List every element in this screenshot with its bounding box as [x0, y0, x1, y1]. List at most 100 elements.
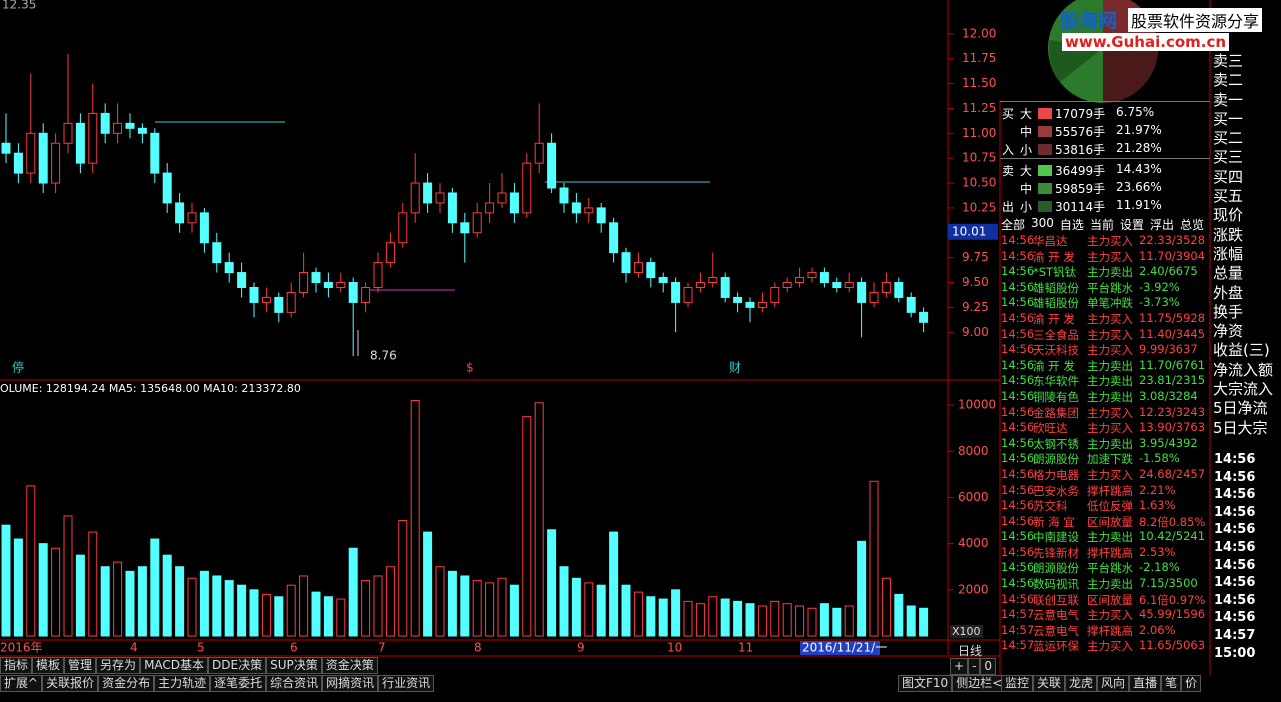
toolbar-button[interactable]: DDE决策 [208, 657, 267, 674]
alert-event: 平台跳水 [1087, 280, 1133, 295]
toolbar-button[interactable]: 指标 [0, 657, 33, 674]
list-tabs: 全部 300 自选 当前 设置 浮出 总览 [1001, 216, 1204, 233]
event-marker: 停 [12, 360, 24, 375]
volume-bar [559, 566, 569, 637]
toolbar-button[interactable]: 网摘资讯 [322, 675, 379, 692]
toolbar-button[interactable]: MACD基本 [140, 657, 209, 674]
alert-time: 14:57 [1001, 607, 1035, 622]
alert-row: 14:56 天沃科技 主力买入 9.99/3637 [1001, 342, 1209, 358]
toolbar-button[interactable]: 另存为 [96, 657, 141, 674]
toolbar-button[interactable]: 价 [1181, 675, 1202, 692]
alert-value: -3.92% [1139, 279, 1180, 294]
volume-bar [460, 575, 470, 637]
date-label: 8 [474, 641, 482, 655]
toolbar-button[interactable]: 资金决策 [321, 657, 378, 674]
quote-label: 买四 [1213, 167, 1244, 186]
alert-row: 14:56 联创互联 区间放量 6.1倍0.97% [1001, 592, 1209, 608]
alert-time: 14:56 [1001, 513, 1035, 528]
toolbar-button[interactable]: 逐笔委托 [210, 675, 267, 692]
alert-row: 14:56 朗源股份 平台跳水 -2.18% [1001, 560, 1209, 576]
toolbar-button[interactable]: 龙虎 [1065, 675, 1098, 692]
alert-row: 14:56 铜陵有色 主力卖出 3.08/3284 [1001, 389, 1209, 405]
date-highlight [800, 641, 880, 655]
time-tick: 14:56 [1214, 539, 1256, 555]
candle-body [175, 202, 185, 224]
list-tab[interactable]: 当前 [1089, 218, 1114, 232]
toolbar-button[interactable]: - [968, 658, 981, 675]
volume-bar [323, 596, 333, 637]
toolbar-button[interactable]: 主力轨迹 [154, 675, 211, 692]
y-tick-label: 11.00 [962, 126, 996, 140]
volume-bar [671, 589, 681, 637]
event-marker: $ [466, 361, 474, 375]
toolbar-button[interactable]: 图文F10 [898, 675, 953, 692]
list-tab[interactable]: 总览 [1179, 218, 1204, 232]
volume-bar [26, 485, 36, 637]
toolbar-button[interactable]: 监控 [1001, 675, 1034, 692]
candle-body [125, 122, 135, 129]
toolbar-button[interactable]: 笔 [1161, 675, 1182, 692]
volume-bar [509, 584, 519, 637]
toolbar-button[interactable]: 关联 [1033, 675, 1066, 692]
toolbar-button[interactable]: 风向 [1097, 675, 1130, 692]
toolbar-button[interactable]: 行业资讯 [378, 675, 435, 692]
toolbar-button[interactable]: 侧边栏< [952, 675, 1007, 692]
alert-row: 14:56 华昌达 主力买入 22.33/3528 [1001, 233, 1209, 249]
candle-body [323, 282, 333, 288]
toolbar-button[interactable]: 资金分布 [98, 675, 155, 692]
candle-body [385, 242, 395, 264]
toolbar-button[interactable]: 综合资讯 [266, 675, 323, 692]
alert-time: 14:56 [1001, 529, 1035, 544]
candle-body [224, 262, 234, 274]
alert-value: 10.42/5241 [1139, 529, 1206, 544]
flow-swatch [1038, 183, 1052, 194]
time-tick: 14:56 [1214, 575, 1256, 591]
list-tab[interactable]: 300 [1031, 216, 1054, 230]
time-tick: 15:00 [1214, 645, 1256, 661]
candle-body [274, 296, 284, 313]
top-label: 12.35 [2, 0, 36, 12]
list-tab[interactable]: 全部 [1001, 218, 1026, 232]
alert-row: 14:56 太钢不锈 主力卖出 3.95/4392 [1001, 436, 1209, 452]
volume-bar [832, 607, 842, 637]
alert-event: 主力买入 [1087, 249, 1133, 264]
alert-value: 8.2倍0.85% [1139, 514, 1206, 529]
list-tab[interactable]: 自选 [1059, 218, 1084, 232]
alert-name: 格力电器 [1033, 467, 1079, 482]
toolbar-button[interactable]: 模板 [32, 657, 65, 674]
y-tick-label: 2000 [958, 582, 989, 596]
candle-body [819, 272, 829, 284]
candle-body [187, 212, 197, 224]
toolbar-button[interactable]: + [950, 658, 969, 675]
alert-name: 三全食品 [1033, 327, 1079, 342]
toolbar-button[interactable]: 0 [980, 658, 997, 675]
candle-body [100, 112, 110, 134]
time-tick: 14:56 [1214, 469, 1256, 485]
candle-body [75, 122, 85, 164]
toolbar-button[interactable]: 管理 [64, 657, 97, 674]
candle-body [832, 282, 842, 288]
volume-bar [361, 580, 371, 637]
alert-event: 主力买入 [1087, 421, 1133, 436]
toolbar-button[interactable]: 直播 [1129, 675, 1162, 692]
candle-body [522, 162, 532, 214]
list-tab[interactable]: 浮出 [1149, 218, 1174, 232]
volume-bar [38, 543, 48, 637]
volume-bar [869, 480, 879, 637]
list-tab[interactable]: 设置 [1119, 218, 1144, 232]
toolbar-button[interactable]: 关联报价 [42, 675, 99, 692]
alert-event: 平台跳水 [1087, 561, 1133, 576]
alert-event: 主力买入 [1087, 405, 1133, 420]
alert-event: 主力买入 [1087, 343, 1133, 358]
alert-time: 14:56 [1001, 279, 1035, 294]
candle-body [857, 282, 867, 303]
quote-label: 涨幅 [1213, 244, 1244, 263]
time-tick: 14:56 [1214, 610, 1256, 626]
volume-bar [286, 584, 296, 637]
quote-label: 总量 [1213, 264, 1244, 283]
volume-bar [63, 515, 73, 637]
toolbar-button[interactable]: 扩展^ [0, 675, 43, 692]
volume-bar [423, 531, 433, 637]
volume-bar [609, 531, 619, 637]
toolbar-button[interactable]: SUP决策 [266, 657, 322, 674]
